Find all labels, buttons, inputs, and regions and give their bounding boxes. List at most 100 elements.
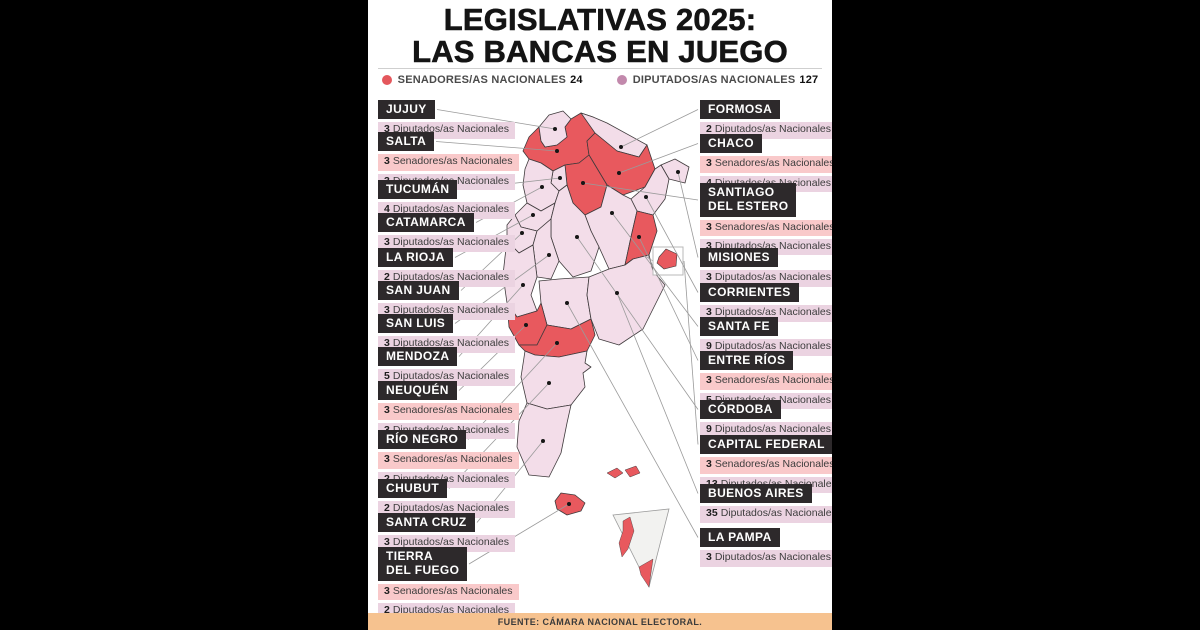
seat-count: 9 <box>706 340 712 353</box>
map-dot-rionegro <box>555 341 559 345</box>
province-santiago-senators-row: 3 Senadores/as Nacionales <box>700 219 832 236</box>
province-santafe-deputies-row: 9 Diputados/as Nacionales <box>700 339 832 356</box>
deputies-dot-icon <box>616 75 627 85</box>
province-salta-senators-row: 3 Senadores/as Nacionales <box>378 154 519 171</box>
seat-count: 3 <box>706 458 712 471</box>
map-dot-chubut <box>547 381 551 385</box>
seat-count: 3 <box>384 123 390 136</box>
connector-tdf <box>468 503 570 565</box>
province-label-lapampa: LA PAMPA 3 Diputados/as Nacionales <box>700 528 832 567</box>
map-dot-chaco <box>617 171 621 175</box>
legend-count: 127 <box>799 74 819 86</box>
province-name-sanjuan: SAN JUAN <box>378 281 459 301</box>
province-name-chaco: CHACO <box>700 134 762 154</box>
seat-count: 3 <box>384 453 390 466</box>
source-text: FUENTE: CÁMARA NACIONAL ELECTORAL. <box>497 616 703 627</box>
seat-label: Senadores/as Nacionales <box>714 157 832 170</box>
seat-label: Diputados/as Nacionales <box>720 507 832 520</box>
province-name-jujuy: JUJUY <box>378 100 435 120</box>
province-lapampa-deputies-row: 3 Diputados/as Nacionales <box>700 550 832 567</box>
seat-count: 3 <box>706 551 712 564</box>
province-tdf-senators-row: 3 Senadores/as Nacionales <box>378 583 519 600</box>
province-name-cordoba: CÓRDOBA <box>700 400 781 420</box>
seat-label: Senadores/as Nacionales <box>392 584 513 597</box>
seat-label: Senadores/as Nacionales <box>392 453 513 466</box>
seat-label: Diputados/as Nacionales <box>392 271 509 284</box>
seat-count: 2 <box>706 123 712 136</box>
seat-count: 4 <box>706 177 712 189</box>
seat-count: 3 <box>384 536 390 549</box>
seat-label: Diputados/as Nacionales <box>392 502 509 515</box>
province-label-santacruz: SANTA CRUZ 3 Diputados/as Nacionales <box>378 513 515 552</box>
province-name-neuquen: NEUQUÉN <box>378 381 457 401</box>
connector-santiago <box>582 182 699 201</box>
province-caba-senators-row: 3 Senadores/as Nacionales <box>700 457 832 474</box>
seat-label: Diputados/as Nacionales <box>392 603 509 616</box>
seat-label: Diputados/as Nacionales <box>714 306 831 319</box>
seat-label: Senadores/as Nacionales <box>392 155 513 168</box>
connector-chaco <box>618 143 699 174</box>
province-name-lapampa: LA PAMPA <box>700 528 780 548</box>
province-label-chubut: CHUBUT 2 Diputados/as Nacionales <box>378 479 515 518</box>
legend-item-senators: SENADORES/AS NACIONALES 24 <box>381 74 583 86</box>
province-name-catamarca: CATAMARCA <box>378 213 474 233</box>
connector-cordoba <box>576 236 699 410</box>
map-dot-santafe <box>610 211 614 215</box>
province-name-santacruz: SANTA CRUZ <box>378 513 475 533</box>
seat-label: Senadores/as Nacionales <box>714 374 832 387</box>
seat-label: Diputados/as Nacionales <box>392 304 509 317</box>
province-name-formosa: FORMOSA <box>700 100 781 120</box>
map-province-caba <box>656 248 678 270</box>
legend-label: SENADORES/AS NACIONALES <box>397 74 567 86</box>
seat-count: 3 <box>384 424 390 436</box>
legend-item-deputies: DIPUTADOS/AS NACIONALES 127 <box>616 74 819 86</box>
seat-label: Diputados/as Nacionales <box>714 340 831 353</box>
connector-caba <box>683 260 699 445</box>
argentina-map <box>435 109 699 589</box>
seat-count: 2 <box>384 271 390 284</box>
province-name-tdf: TIERRA DEL FUEGO <box>378 547 468 581</box>
seat-count: 9 <box>706 423 712 436</box>
seat-count: 3 <box>384 584 390 597</box>
seat-count: 3 <box>384 304 390 317</box>
seat-count: 2 <box>384 603 390 616</box>
province-cordoba-deputies-row: 9 Diputados/as Nacionales <box>700 422 832 439</box>
province-name-mendoza: MENDOZA <box>378 347 458 367</box>
connector-formosa <box>620 109 699 148</box>
map-dot-formosa <box>619 145 623 149</box>
connector-entrerios <box>638 236 699 361</box>
map-dot-mendoza <box>521 283 525 287</box>
province-name-chubut: CHUBUT <box>378 479 448 499</box>
province-misiones-deputies-row: 3 Diputados/as Nacionales <box>700 270 832 287</box>
province-label-mendoza: MENDOZA 5 Diputados/as Nacionales <box>378 347 515 386</box>
connector-bsas <box>616 292 699 494</box>
map-dot-corrientes <box>644 195 648 199</box>
connector-corrientes <box>645 196 699 293</box>
legend: SENADORES/AS NACIONALES 24 DIPUTADOS/AS NA… <box>368 74 832 86</box>
seat-count: 4 <box>384 203 390 216</box>
page-title: LEGISLATIVAS 2025: LAS BANCAS EN JUEGO <box>368 4 832 67</box>
seat-label: Diputados/as Nacionales <box>392 203 509 216</box>
seat-label: Diputados/as Nacionales <box>392 370 509 383</box>
map-province-chubut <box>520 350 592 410</box>
connector-lapampa <box>566 302 699 538</box>
seat-count: 35 <box>706 507 718 520</box>
province-catamarca-deputies-row: 3 Diputados/as Nacionales <box>378 235 515 252</box>
seat-label: Senadores/as Nacionales <box>714 458 832 471</box>
map-dot-larioja <box>531 213 535 217</box>
map-antarctica-peninsula <box>618 516 635 558</box>
seat-count: 3 <box>706 306 712 319</box>
map-dot-tucuman <box>558 176 562 180</box>
seat-label: Diputados/as Nacionales <box>714 271 831 284</box>
map-dot-santiago <box>581 181 585 185</box>
province-name-sanluis: SAN LUIS <box>378 314 454 334</box>
map-antarctica-tip <box>638 558 654 588</box>
seat-count: 3 <box>384 236 390 249</box>
province-label-santiago: SANTIAGO DEL ESTERO 3 Senadores/as Naciona… <box>700 183 832 256</box>
map-province-bsas <box>586 254 666 346</box>
province-name-tucuman: TUCUMÁN <box>378 180 458 200</box>
map-malvinas-icon <box>606 467 624 479</box>
map-dot-catamarca <box>540 185 544 189</box>
province-name-salta: SALTA <box>378 132 435 152</box>
